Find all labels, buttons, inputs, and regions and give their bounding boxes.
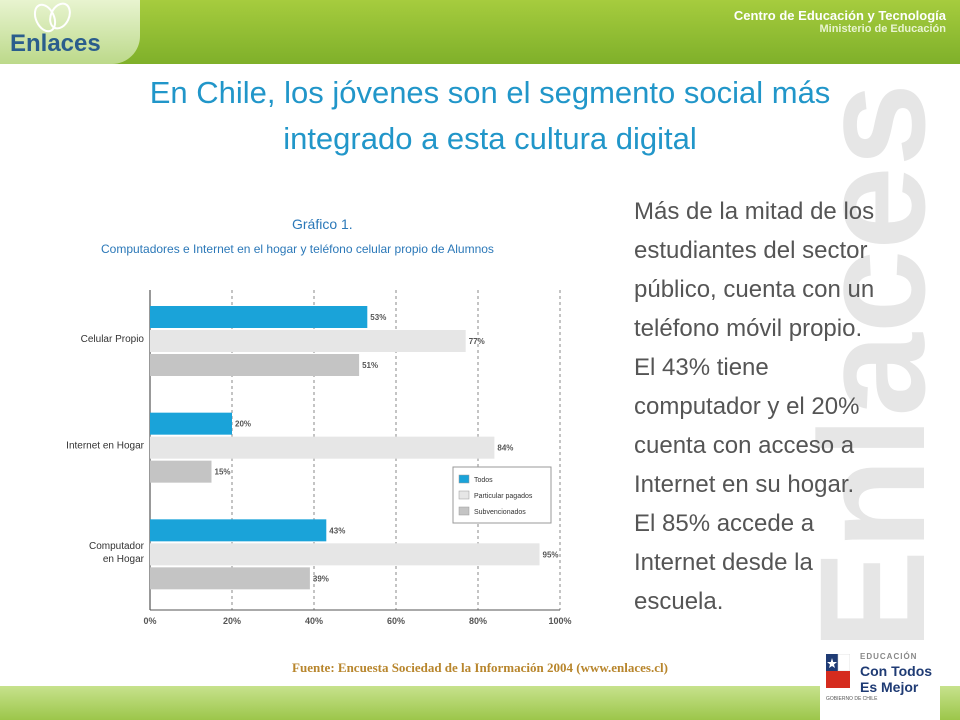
data-label: 15% [215,468,231,477]
bar [150,519,327,542]
body-line: Internet en su hogar. [634,471,855,498]
footer-bar [0,686,960,720]
x-tick-label: 60% [387,616,405,626]
bar [150,330,466,352]
slide-title-line1: En Chile, los jóvenes son el segmento so… [149,75,831,110]
body-line: escuela. [634,588,724,615]
bar [150,412,232,435]
header-bar: Enlaces Centro de Educación y Tecnología… [0,0,960,64]
body-line: computador y el 20% [634,393,860,420]
bar [150,567,310,590]
source-note: Fuente: Encuesta Sociedad de la Informac… [292,660,668,675]
legend-label: Particular pagados [474,493,533,500]
x-tick-label: 40% [305,616,323,626]
body-line: El 43% tiene [634,354,769,381]
data-label: 43% [329,526,345,535]
category-label: Computador [89,541,145,552]
data-label: 84% [497,444,513,453]
gov-slogan-line2: Es Mejor [860,679,919,695]
chart-subtitle: Computadores e Internet en el hogar y te… [101,242,494,256]
chart-title: Gráfico 1. [292,216,353,232]
data-label: 95% [543,550,559,559]
x-tick-label: 0% [143,616,156,626]
bar [150,436,495,459]
x-tick-label: 100% [548,616,571,626]
body-line: público, cuenta con un [634,276,875,303]
body-line: El 85% accede a [634,510,815,537]
logo-text: Enlaces [10,30,101,57]
legend-label: Subvencionados [474,509,526,516]
bar-chart: 0% 20% 40% 60% 80% 100% 53% 77% 51% Celular Propi… [66,290,572,626]
slide-title-line2: integrado a esta cultura digital [283,121,697,156]
body-line: teléfono móvil propio. [634,315,863,342]
legend-box [452,466,552,524]
data-label: 77% [469,337,485,346]
ministry-name: Ministerio de Educación [819,23,946,35]
data-label: 53% [370,313,386,322]
org-name: Centro de Educación y Tecnología [733,8,946,23]
watermark-text: Enlaces [806,83,956,650]
chile-seal-icon [826,654,850,688]
bar [150,306,368,328]
data-label: 20% [235,420,251,429]
category-label: en Hogar [103,554,145,565]
data-label: 51% [362,361,378,370]
bar [150,543,540,566]
legend-swatch [458,506,470,516]
body-line: estudiantes del sector [634,237,868,264]
gov-logo: EDUCACIÓN Con Todos Es Mejor GOBIERNO DE… [820,646,940,720]
watermark-logo: Enlaces [806,83,956,650]
logo-swirl-icon [33,2,71,33]
gov-slogan-line1: Con Todos [860,663,933,679]
legend-label: Todos [474,477,493,484]
x-tick-label: 20% [223,616,241,626]
category-label: Internet en Hogar [66,441,144,452]
gov-ministry-label: EDUCACIÓN [860,652,918,661]
bar [150,460,212,483]
bar [150,354,360,376]
legend-swatch [458,490,470,500]
logo-area: Enlaces [0,0,140,64]
legend-swatch [458,474,470,484]
slide-title: En Chile, los jóvenes son el segmento so… [80,70,900,162]
gov-label: GOBIERNO DE CHILE [826,696,878,702]
category-label: Celular Propio [81,334,145,345]
body-line: Más de la mitad de los [634,198,875,225]
body-line: Internet desde la [634,549,813,576]
x-tick-label: 80% [469,616,487,626]
body-text: Más de la mitad de los estudiantes del se… [634,192,934,621]
data-label: 39% [313,574,329,583]
body-line: cuenta con acceso a [634,432,855,459]
